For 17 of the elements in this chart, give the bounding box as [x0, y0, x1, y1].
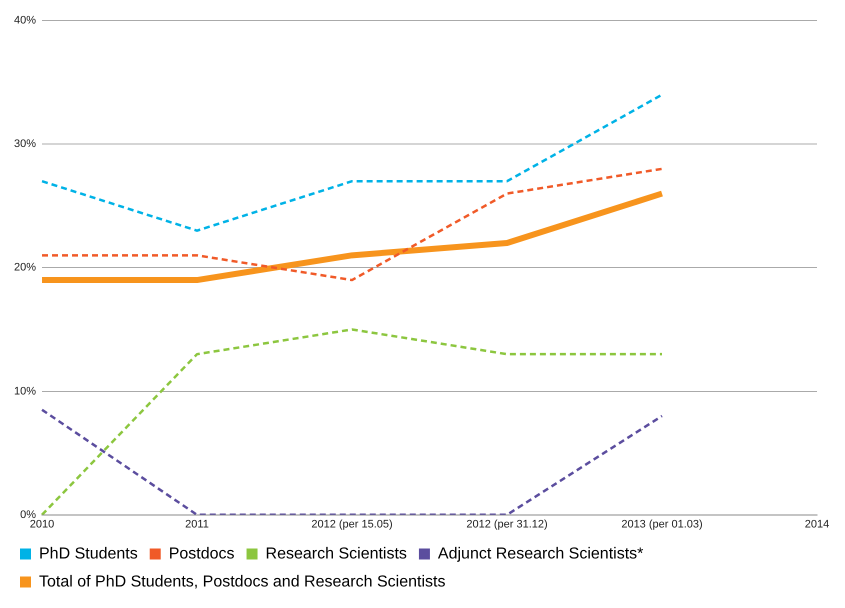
y-tick-label: 40%: [14, 14, 36, 27]
y-tick-label: 10%: [14, 385, 36, 398]
x-tick-label: 2011: [185, 518, 209, 530]
y-tick-label: 20%: [14, 262, 36, 274]
legend-label: Postdocs: [168, 545, 235, 562]
legend-label: Adjunct Research Scientists*: [438, 545, 644, 562]
legend-label: Total of PhD Students, Postdocs and Research Scientists: [39, 573, 446, 590]
legend-label: PhD Students: [39, 545, 138, 562]
x-tick-label: 2014: [804, 518, 830, 530]
x-tick-label: 2012 (per 31.12): [466, 518, 548, 530]
x-tick-label: 2012 (per 15.05): [311, 518, 393, 530]
y-tick-label: 0%: [20, 508, 36, 521]
x-tick-label: 2013 (per 01.03): [621, 518, 703, 530]
line-series: [40, 168, 664, 282]
y-tick-label: 30%: [14, 138, 36, 150]
x-tick-label: 2010: [30, 518, 54, 530]
legend-label: Research Scientists: [266, 545, 407, 562]
